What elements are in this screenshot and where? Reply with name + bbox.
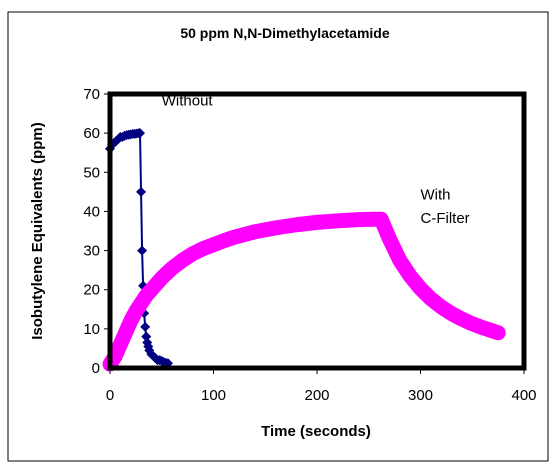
- series-1-point-17: [247, 224, 262, 239]
- series-1-point-10: [165, 261, 180, 276]
- x-tick-label-1: 100: [201, 387, 226, 404]
- series-0-point-15: [135, 128, 146, 139]
- series-1-point-12: [185, 246, 200, 261]
- x-tick-label-0: 0: [106, 387, 114, 404]
- series-1-point-29: [423, 291, 438, 306]
- series-1-point-35: [491, 325, 506, 340]
- y-axis-ticks: 0 10 20 30 40 50 60 70: [83, 86, 110, 377]
- y-tick-label-5: 50: [83, 164, 100, 181]
- series-0-point-16: [136, 186, 147, 197]
- series-1-point-21: [330, 213, 345, 228]
- series-1-point-30: [434, 299, 449, 314]
- series-1-point-11: [175, 253, 190, 268]
- series-1-point-20: [310, 215, 324, 230]
- y-tick-label-4: 40: [83, 203, 100, 220]
- chart-title: 50 ppm N,N-Dimethylacetamide: [180, 25, 389, 41]
- y-tick-label-2: 20: [83, 282, 100, 299]
- series-1-point-27: [403, 269, 418, 284]
- series-1-point-18: [268, 220, 283, 235]
- y-tick-label-6: 60: [83, 125, 100, 142]
- annotation-1: With: [421, 187, 451, 204]
- annotation-2: C-Filter: [421, 210, 470, 227]
- series-1-point-2: [113, 337, 128, 352]
- series-0: [105, 128, 173, 369]
- y-tick-label-0: 0: [92, 360, 100, 377]
- y-axis-label: Isobutylene Equivalents (ppm): [29, 122, 46, 340]
- series-1-point-16: [227, 230, 242, 245]
- series-0-point-17: [137, 245, 148, 256]
- x-tick-label-4: 400: [511, 387, 536, 404]
- series-1-point-34: [475, 320, 490, 335]
- annotation-layer: Without With C-Filter: [162, 93, 470, 227]
- series-1-point-31: [444, 306, 459, 321]
- y-tick-label-3: 30: [83, 243, 100, 260]
- series-1-point-3: [118, 325, 133, 340]
- chart-outer-border: [7, 11, 549, 462]
- x-tick-label-3: 300: [408, 387, 433, 404]
- series-1-point-8: [144, 282, 159, 297]
- annotation-0: Without: [162, 93, 214, 110]
- x-axis-ticks: 0 100 200 300 400: [106, 368, 537, 404]
- series-1-point-24: [374, 212, 389, 227]
- series-1-point-28: [413, 281, 428, 296]
- series-0-point-20: [140, 321, 151, 332]
- series-1-point-9: [154, 270, 169, 285]
- y-tick-label-7: 70: [83, 86, 100, 103]
- series-1-point-22: [351, 212, 366, 227]
- series-layer: [102, 128, 506, 372]
- plot-area-frame: [107, 91, 527, 371]
- series-1: [102, 211, 506, 372]
- x-axis-label: Time (seconds): [261, 423, 371, 440]
- series-1-point-19: [289, 217, 304, 232]
- x-tick-label-2: 200: [304, 387, 329, 404]
- y-tick-label-1: 10: [83, 321, 100, 338]
- series-1-point-26: [392, 253, 407, 268]
- series-1-point-25: [382, 231, 397, 246]
